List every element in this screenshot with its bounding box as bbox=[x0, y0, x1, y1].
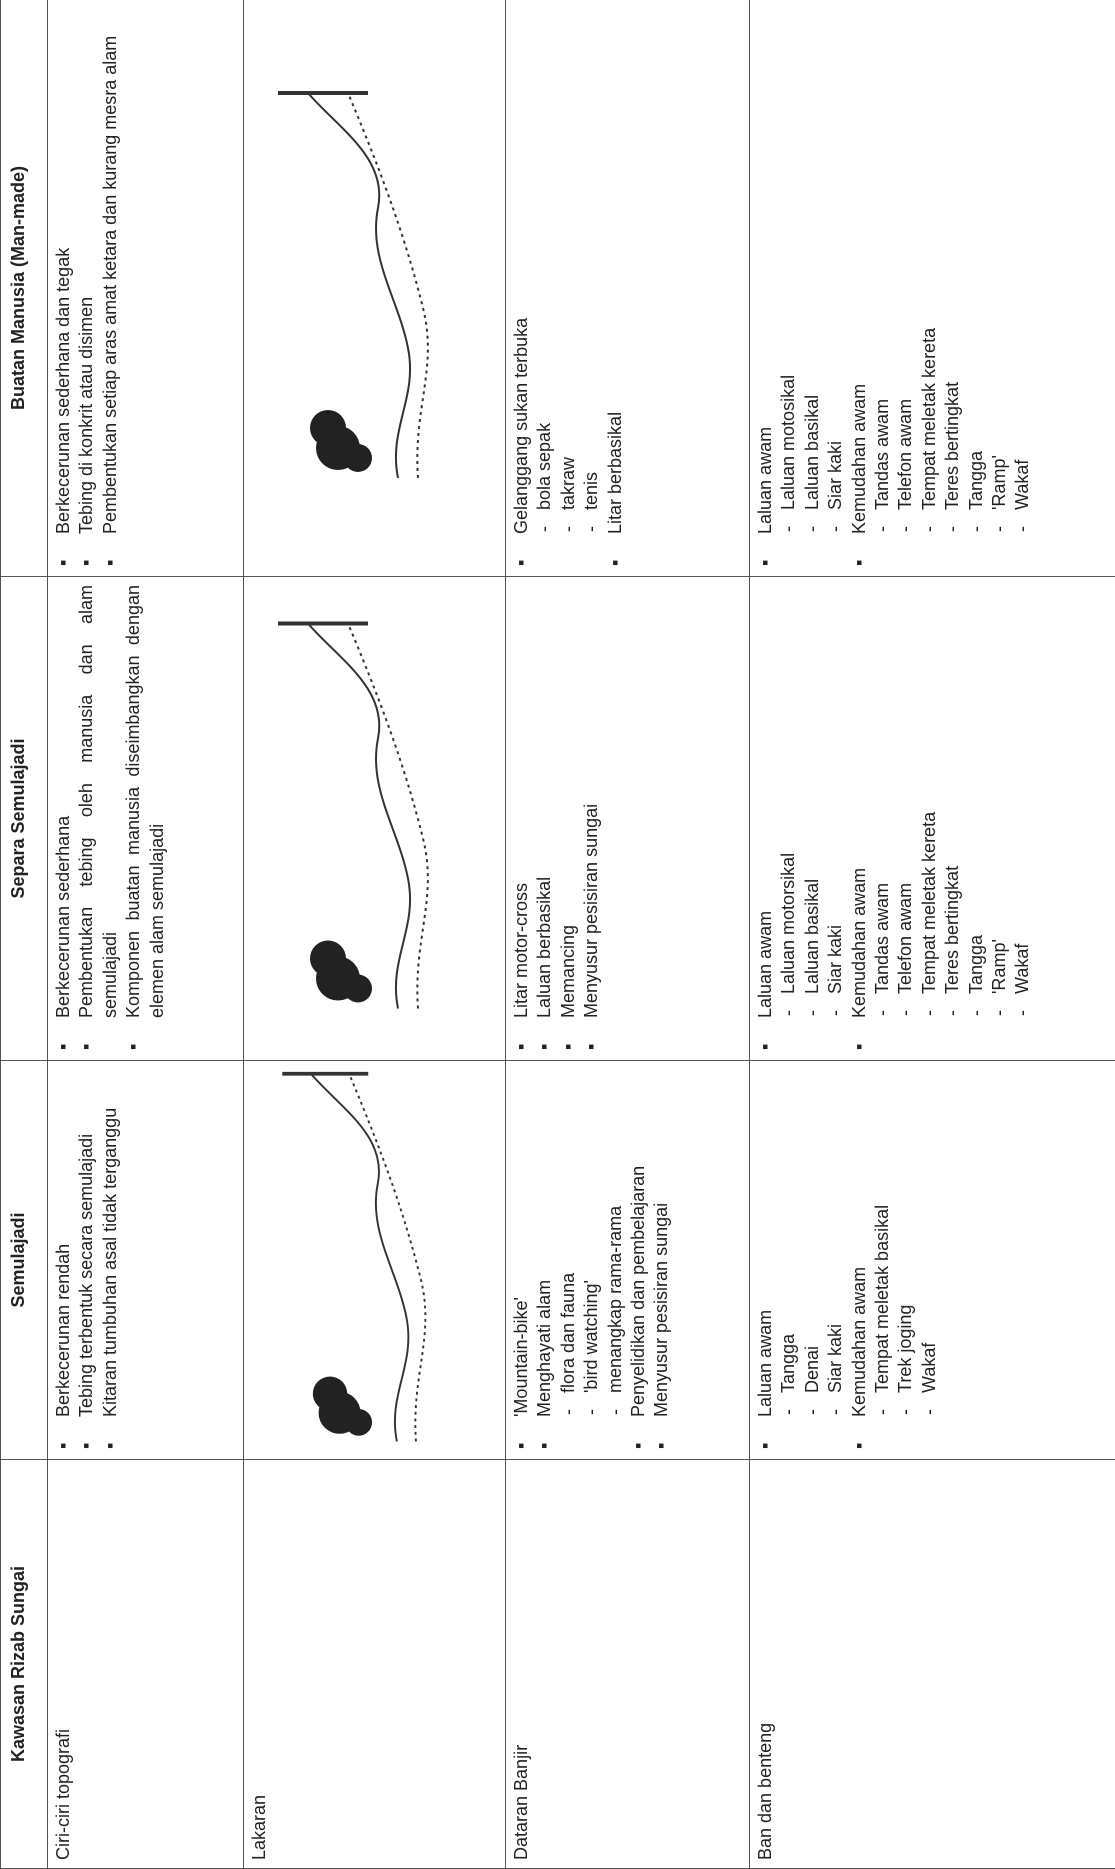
row-label: Ban dan benteng bbox=[749, 1459, 1115, 1869]
sub-item: Denai bbox=[801, 1069, 824, 1451]
bullet-item: Menghayati alam bbox=[533, 1069, 556, 1451]
list: Laluan awamLaluan motosikalLaluan basika… bbox=[754, 8, 1035, 568]
bullet-item: Laluan awam bbox=[754, 8, 777, 568]
row: Ciri-ciri topografiBerkecerunan rendahTe… bbox=[47, 0, 244, 1869]
row-label: Dataran Banjir bbox=[505, 1459, 750, 1869]
sub-item: Tandas awam bbox=[871, 585, 894, 1052]
sub-item: Telefon awam bbox=[894, 585, 917, 1052]
bullet-item: Laluan awam bbox=[754, 585, 777, 1052]
sketch bbox=[282, 1071, 427, 1442]
bullet-item: Pembentukan setiap aras amat ketara dan … bbox=[99, 8, 122, 568]
cell: Laluan awamLaluan motosikalLaluan basika… bbox=[749, 0, 1115, 577]
sub-item: Siar kaki bbox=[824, 585, 847, 1052]
sub-item: Tandas awam bbox=[871, 8, 894, 568]
cell: Berkecerunan sederhanaPembentukan tebing… bbox=[47, 576, 244, 1061]
header-cell: Separa Semulajadi bbox=[0, 576, 48, 1061]
list: Laluan awamTanggaDenaiSiar kakiKemudahan… bbox=[754, 1069, 941, 1451]
row-label: Lakaran bbox=[243, 1459, 506, 1869]
sub-item: tenis bbox=[580, 8, 603, 568]
bullet-item: Litar berbasikal bbox=[604, 8, 627, 568]
sub-item: Trek joging bbox=[894, 1069, 917, 1451]
bullet-item: Kemudahan awam bbox=[848, 585, 871, 1052]
sub-item: Tangga bbox=[965, 585, 988, 1052]
list: Berkecerunan sederhanaPembentukan tebing… bbox=[52, 585, 169, 1052]
sub-item: menangkap rama-rama bbox=[604, 1069, 627, 1451]
sub-item: 'Ramp' bbox=[988, 585, 1011, 1052]
cell: Laluan awamTanggaDenaiSiar kakiKemudahan… bbox=[749, 1060, 1115, 1460]
list: Gelanggang sukan terbukabola sepaktakraw… bbox=[510, 8, 627, 568]
sub-item: Laluan basikal bbox=[801, 585, 824, 1052]
sub-item: Telefon awam bbox=[894, 8, 917, 568]
header-cell: Kawasan Rizab Sungai bbox=[0, 1459, 48, 1869]
row-label: Ciri-ciri topografi bbox=[47, 1459, 244, 1869]
sub-item: Teres bertingkat bbox=[941, 585, 964, 1052]
sub-item: Tangga bbox=[965, 8, 988, 568]
sub-item: Siar kaki bbox=[824, 8, 847, 568]
list: Berkecerunan rendahTebing terbentuk seca… bbox=[52, 1069, 122, 1451]
sub-item: takraw bbox=[557, 8, 580, 568]
bullet-item: Komponen buatan manusia diseimbangkan de… bbox=[122, 585, 169, 1052]
sub-item: Wakaf bbox=[918, 1069, 941, 1451]
bullet-item: Kemudahan awam bbox=[848, 1069, 871, 1451]
cell: 'Mountain-bike'Menghayati alamflora dan … bbox=[505, 1060, 750, 1460]
bullet-item: Laluan berbasikal bbox=[533, 585, 556, 1052]
bullet-item: Tebing terbentuk secara semulajadi bbox=[75, 1069, 98, 1451]
cell: Berkecerunan rendahTebing terbentuk seca… bbox=[47, 1060, 244, 1460]
bullet-item: Litar motor-cross bbox=[510, 585, 533, 1052]
list: Laluan awamLaluan motorsikalLaluan basik… bbox=[754, 585, 1035, 1052]
list: 'Mountain-bike'Menghayati alamflora dan … bbox=[510, 1069, 674, 1451]
cell: Berkecerunan sederhana dan tegakTebing d… bbox=[47, 0, 244, 577]
bullet-item: Berkecerunan sederhana dan tegak bbox=[52, 8, 75, 568]
bullet-item: Pembentukan tebing oleh manusia dan alam… bbox=[75, 585, 122, 1052]
cell: Gelanggang sukan terbukabola sepaktakraw… bbox=[505, 0, 750, 577]
sub-item: 'bird watching' bbox=[580, 1069, 603, 1451]
bullet-item: Gelanggang sukan terbuka bbox=[510, 8, 533, 568]
sub-item: Laluan basikal bbox=[801, 8, 824, 568]
bullet-item: Tebing di konkrit atau disimen bbox=[75, 8, 98, 568]
sketch bbox=[278, 91, 429, 479]
sub-item: Tempat meletak kereta bbox=[918, 8, 941, 568]
sketch-cell bbox=[243, 1060, 506, 1460]
sketch bbox=[278, 621, 429, 1009]
bullet-item: Berkecerunan sederhana bbox=[52, 585, 75, 1052]
row: Ban dan bentengLaluan awamTanggaDenaiSia… bbox=[749, 0, 1115, 1869]
sketch-cell bbox=[243, 576, 506, 1061]
sub-item: Teres bertingkat bbox=[941, 8, 964, 568]
header-cell: Semulajadi bbox=[0, 1060, 48, 1460]
header-row: Kawasan Rizab Sungai Semulajadi Separa Sem… bbox=[0, 0, 48, 1869]
bullet-item: Menyusur pesisiran sungai bbox=[580, 585, 603, 1052]
sub-item: Laluan motorsikal bbox=[777, 585, 800, 1052]
sub-item: Wakaf bbox=[1011, 585, 1034, 1052]
bullet-item: Kemudahan awam bbox=[848, 8, 871, 568]
sub-item: Laluan motosikal bbox=[777, 8, 800, 568]
sub-item: flora dan fauna bbox=[557, 1069, 580, 1451]
bullet-item: Penyelidikan dan pembelajaran bbox=[627, 1069, 650, 1451]
list: Berkecerunan sederhana dan tegakTebing d… bbox=[52, 8, 122, 568]
list: Litar motor-crossLaluan berbasikalMemanc… bbox=[510, 585, 604, 1052]
cell: Laluan awamLaluan motorsikalLaluan basik… bbox=[749, 576, 1115, 1061]
bullet-item: Kitaran tumbuhan asal tidak terganggu bbox=[99, 1069, 122, 1451]
sketch-cell bbox=[243, 0, 506, 577]
header-cell: Buatan Manusia (Man-made) bbox=[0, 0, 48, 577]
sub-item: bola sepak bbox=[533, 8, 556, 568]
cell: Litar motor-crossLaluan berbasikalMemanc… bbox=[505, 576, 750, 1061]
sub-item: Tempat meletak kereta bbox=[918, 585, 941, 1052]
sub-item: Wakaf bbox=[1011, 8, 1034, 568]
sub-item: 'Ramp' bbox=[988, 8, 1011, 568]
bullet-item: Berkecerunan rendah bbox=[52, 1069, 75, 1451]
bullet-item: 'Mountain-bike' bbox=[510, 1069, 533, 1451]
bullet-item: Laluan awam bbox=[754, 1069, 777, 1451]
bullet-item: Memancing bbox=[557, 585, 580, 1052]
row: Lakaran bbox=[243, 0, 506, 1869]
row: Dataran Banjir'Mountain-bike'Menghayati … bbox=[505, 0, 750, 1869]
sub-item: Tempat meletak basikal bbox=[871, 1069, 894, 1451]
sub-item: Siar kaki bbox=[824, 1069, 847, 1451]
sub-item: Tangga bbox=[777, 1069, 800, 1451]
bullet-item: Menyusur pesisiran sungai bbox=[650, 1069, 673, 1451]
